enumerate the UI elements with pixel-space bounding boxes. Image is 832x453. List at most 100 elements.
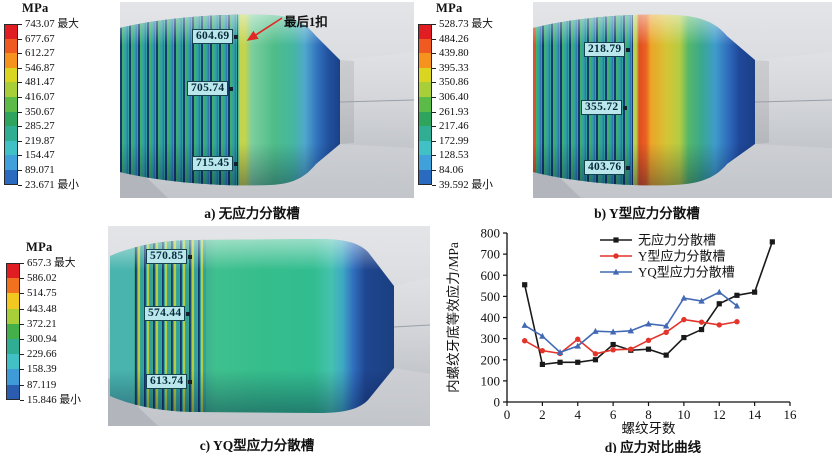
colorbar-value: 528.73 最大 (439, 18, 493, 30)
colorbar-value: 443.48 (27, 302, 57, 315)
colorbar-b-unit: MPa (436, 1, 463, 15)
colorbar-value: 586.02 (27, 272, 57, 285)
colorbar-value: 350.86 (439, 76, 469, 89)
colorbar-value: 154.47 (25, 149, 55, 162)
colorbar-band (4, 111, 18, 127)
colorbar-band (418, 170, 432, 185)
legend-label: 无应力分散槽 (638, 233, 716, 248)
colorbar-value: 219.87 (25, 134, 55, 147)
colorbar-tick (18, 111, 22, 113)
colorbar-tick (432, 155, 436, 157)
colorbar-tick (432, 140, 436, 142)
colorbar-tick (432, 111, 436, 113)
colorbar-band (418, 140, 432, 156)
colorbar-band (418, 24, 432, 39)
colorbar-tick (18, 140, 22, 142)
y-tick-label: 400 (481, 310, 501, 325)
caption-d: d) 应力对比曲线 (604, 440, 702, 453)
stress-tag: 715.45 (192, 156, 239, 171)
x-tick-label: 10 (677, 407, 690, 422)
colorbar-tick (20, 278, 24, 280)
colorbar-value: 158.39 (27, 363, 57, 376)
model-c-shading (110, 239, 394, 413)
colorbar-band (418, 53, 432, 68)
stress-tag: 613.74 (146, 374, 193, 389)
colorbar-value: 677.67 (25, 32, 55, 45)
colorbar-tick (20, 263, 24, 264)
colorbar-b: 528.73 最大 484.26 439.80 395.33 350.86 306.40 2… (418, 16, 530, 196)
colorbar-tick (20, 354, 24, 356)
x-tick-label: 2 (539, 407, 546, 422)
model-a-seam (339, 99, 414, 103)
colorbar-value: 612.27 (25, 47, 55, 60)
x-tick-label: 16 (784, 407, 798, 422)
colorbar-tick (432, 24, 436, 25)
colorbar-band (6, 384, 20, 400)
colorbar-tick (432, 82, 436, 84)
y-tick-label: 600 (481, 268, 501, 283)
colorbar-tick (20, 308, 24, 310)
y-tick-label: 500 (481, 289, 501, 304)
last-thread-annotation: 最后1扣 (284, 15, 328, 29)
model-c-yq-groove (108, 226, 430, 426)
colorbar-tick (20, 339, 24, 340)
colorbar-value: 217.46 (439, 120, 469, 133)
colorbar-frame (418, 24, 432, 185)
stress-tag: 570.85 (146, 249, 193, 264)
model-b-shading (533, 14, 755, 186)
series-circle (521, 316, 740, 357)
y-tick-label: 700 (481, 247, 501, 262)
y-tick-label: 200 (481, 352, 501, 367)
colorbar-band (418, 67, 432, 83)
colorbar-band (4, 67, 18, 83)
y-tick-label: 300 (481, 331, 501, 346)
colorbar-band (6, 339, 20, 355)
colorbar-tick (432, 170, 436, 171)
colorbar-tick (432, 184, 436, 186)
stress-tag: 574.44 (144, 306, 191, 321)
colorbar-value: 657.3 最大 (27, 257, 76, 269)
colorbar-band (6, 263, 20, 279)
colorbar-tick (18, 24, 22, 25)
model-b-seam (754, 99, 832, 103)
y-axis-label: 内螺纹牙底等效应力/MPa (445, 242, 461, 393)
colorbar-value: 416.07 (25, 91, 55, 103)
stress-tag: 355.72 (581, 100, 628, 115)
colorbar-frame (4, 24, 18, 185)
colorbar-value: 372.21 (27, 317, 57, 330)
colorbar-band (4, 97, 18, 112)
colorbar-tick (18, 38, 22, 40)
colorbar-value: 23.671 最小 (25, 178, 79, 191)
colorbar-value: 514.75 (27, 287, 57, 300)
stress-tag: 705.74 (187, 81, 234, 96)
colorbar-band (4, 140, 18, 156)
stress-tag: 218.79 (584, 42, 631, 57)
colorbar-band (6, 308, 20, 324)
colorbar-value: 285.27 (25, 120, 55, 133)
colorbar-tick (20, 384, 24, 386)
series-triangle (521, 288, 741, 355)
colorbar-tick (18, 53, 22, 55)
caption-c: c) YQ型应力分散槽 (199, 438, 315, 453)
colorbar-tick (432, 97, 436, 98)
caption-b: b) Y型应力分散槽 (594, 206, 700, 221)
colorbar-tick (18, 126, 22, 128)
colorbar-tick (18, 170, 22, 171)
colorbar-band (6, 293, 20, 309)
colorbar-value: 84.06 (439, 164, 464, 176)
colorbar-band (6, 369, 20, 385)
caption-a: a) 无应力分散槽 (204, 206, 300, 221)
colorbar-value: 87.119 (27, 378, 57, 391)
colorbar-band (6, 354, 20, 370)
colorbar-tick (18, 184, 22, 186)
colorbar-tick (18, 97, 22, 98)
colorbar-band (4, 126, 18, 141)
x-axis-label: 螺纹牙数 (622, 421, 676, 434)
x-tick-label: 8 (645, 407, 652, 422)
colorbar-value: 128.53 (439, 149, 469, 162)
legend-item: Y型应力分散槽 (600, 249, 725, 264)
colorbar-band (4, 82, 18, 97)
colorbar-band (418, 82, 432, 97)
colorbar-value: 743.07 最大 (25, 18, 79, 30)
colorbar-value: 15.846 最小 (27, 393, 81, 406)
